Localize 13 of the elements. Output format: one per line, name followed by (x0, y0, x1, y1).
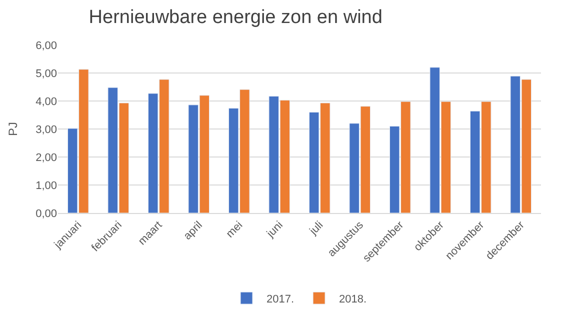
y-tick-label: 4,00 (36, 96, 57, 108)
y-tick-label: 2,00 (36, 152, 57, 164)
y-tick-label: 0,00 (36, 208, 57, 220)
y-tick-label: 3,00 (36, 124, 57, 136)
legend-label: 2018. (339, 293, 367, 306)
chart-title: Hernieuwbare energie zon en wind (88, 7, 382, 28)
y-tick-label: 5,00 (36, 68, 57, 80)
y-tick-label: 6,00 (36, 40, 57, 52)
y-tick-label: 1,00 (36, 180, 57, 192)
legend-label: 2017. (266, 293, 294, 306)
x-tick-label: juli (306, 219, 326, 238)
y-axis-title: PJ (6, 122, 20, 136)
x-tick-label: mei (224, 219, 246, 240)
